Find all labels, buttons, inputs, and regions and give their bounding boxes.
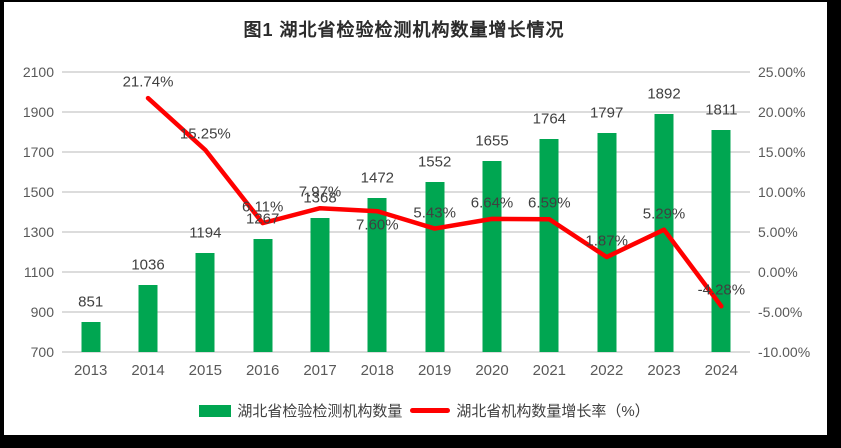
bar-value-label: 1655	[475, 132, 509, 150]
x-axis-tick: 2013	[73, 362, 108, 379]
y-axis-left-tick: 2100	[22, 64, 54, 80]
rate-value-label: 7.60%	[356, 216, 399, 234]
legend-label-bars: 湖北省检验检测机构数量	[237, 403, 403, 420]
y-axis-right-tick: 15.00%	[758, 144, 806, 160]
bar-2017	[310, 218, 330, 352]
bar-2021	[539, 139, 559, 352]
y-axis-right-tick: 25.00%	[758, 64, 806, 80]
x-axis-tick: 2021	[532, 362, 567, 379]
x-axis-tick: 2018	[360, 362, 395, 379]
rate-value-label: -4.28%	[697, 281, 746, 299]
gridline	[62, 231, 750, 233]
bar-2014	[138, 284, 158, 352]
legend-item-line: 湖北省机构数量增长率（%）	[410, 400, 650, 421]
bar-value-label: 1368	[303, 189, 337, 207]
gridline	[62, 111, 750, 113]
chart-panel: 图1 湖北省检验检测机构数量增长情况 700 900 1100 1300 1500 170…	[4, 2, 827, 435]
x-axis-tick: 2024	[704, 362, 739, 379]
x-axis-tick: 2022	[589, 362, 624, 379]
bar-value-label: 1811	[705, 101, 738, 119]
y-axis-left-tick: 1500	[22, 184, 54, 200]
rate-value-label: 1.87%	[585, 232, 628, 250]
bar-value-label: 1797	[589, 104, 624, 122]
rate-value-label: 6.64%	[470, 194, 514, 212]
bar-2015	[195, 253, 215, 352]
line-series-swatch-icon	[410, 408, 451, 413]
y-axis-left-tick: 700	[30, 344, 54, 360]
rate-value-label: 21.74%	[122, 73, 174, 91]
bar-2023	[654, 113, 674, 352]
gridline	[62, 191, 750, 193]
y-axis-left-tick: 1100	[23, 264, 54, 280]
gridline	[62, 351, 750, 353]
y-axis-left-tick: 1900	[22, 104, 54, 120]
x-axis-tick: 2019	[417, 362, 452, 379]
rate-value-label: 15.25%	[179, 125, 231, 143]
legend-item-bars: 湖北省检验检测机构数量	[199, 400, 402, 421]
chart-title: 图1 湖北省检验检测机构数量增长情况	[243, 20, 565, 40]
gridline	[62, 271, 750, 273]
bar-value-label: 1892	[647, 85, 681, 103]
bar-2016	[253, 238, 273, 352]
x-axis-tick: 2014	[131, 362, 165, 379]
bar-value-label: 851	[78, 293, 104, 311]
y-axis-left-tick: 900	[30, 304, 54, 320]
y-axis-right-tick: 20.00%	[758, 104, 806, 120]
bar-series-swatch-icon	[199, 404, 232, 417]
y-axis-right-tick: -5.00%	[758, 304, 803, 320]
y-axis-right-tick: 0.00%	[758, 264, 798, 280]
legend-label-line: 湖北省机构数量增长率（%）	[456, 403, 650, 420]
x-axis-tick: 2015	[188, 362, 223, 379]
bar-value-label: 1764	[532, 110, 567, 128]
y-axis-right-tick: -10.00%	[758, 344, 811, 360]
rate-value-label: 5.43%	[413, 204, 456, 222]
rate-value-label: 7.97%	[298, 183, 342, 201]
bar-2020	[482, 161, 502, 352]
rate-value-label: 5.29%	[642, 205, 686, 223]
bar-value-label: 1036	[131, 256, 165, 274]
y-axis-left-tick: 1300	[22, 224, 54, 240]
bar-2013	[81, 321, 101, 352]
bar-value-label: 1267	[245, 210, 280, 228]
bar-value-label: 1194	[189, 224, 222, 242]
bar-2024	[711, 129, 731, 352]
rate-value-label: 6.11%	[241, 198, 284, 216]
legend: 湖北省检验检测机构数量 湖北省机构数量增长率（%）	[4, 400, 841, 421]
x-axis-tick: 2017	[303, 362, 337, 379]
x-axis-tick: 2020	[475, 362, 509, 379]
y-axis-left-tick: 1700	[22, 144, 54, 160]
gridline	[62, 151, 750, 153]
y-axis-right-tick: 10.00%	[758, 184, 806, 200]
rate-value-label: 6.59%	[528, 194, 571, 212]
x-axis-tick: 2016	[245, 362, 280, 379]
gridline	[62, 311, 750, 313]
bar-value-label: 1472	[360, 169, 395, 187]
gridline	[62, 71, 750, 73]
x-axis-tick: 2023	[647, 362, 681, 379]
bar-value-label: 1552	[417, 153, 452, 171]
y-axis-right-tick: 5.00%	[758, 224, 798, 240]
